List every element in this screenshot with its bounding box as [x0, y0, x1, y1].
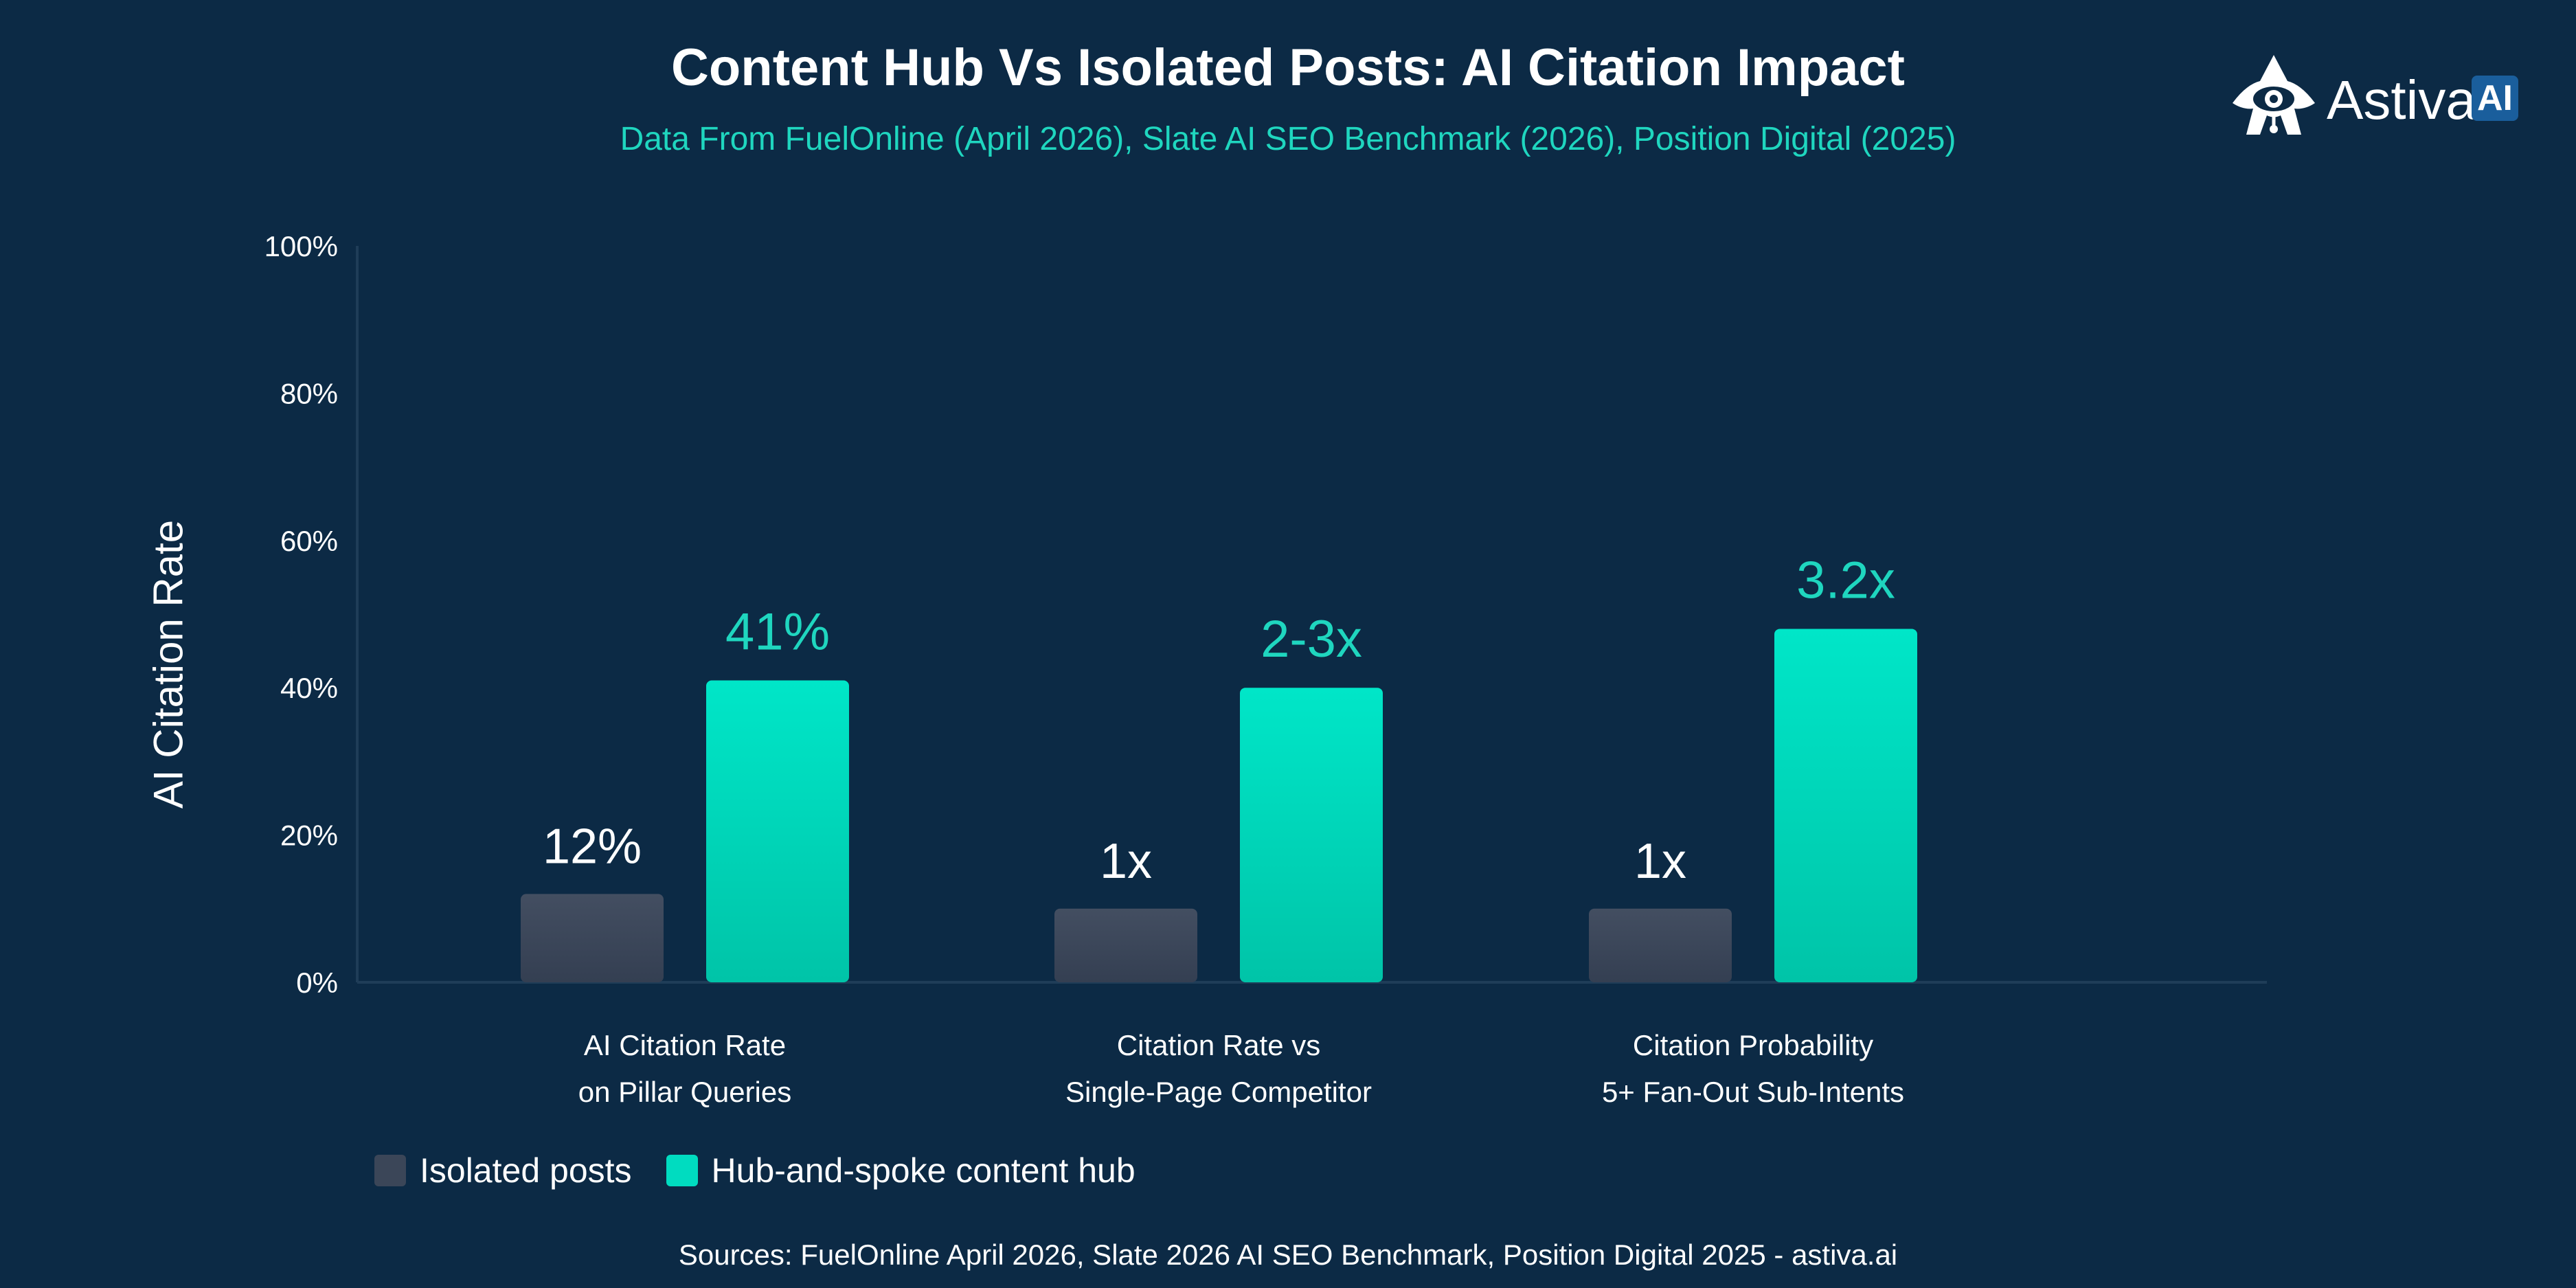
bar-isolated [1054, 908, 1197, 982]
legend-item-isolated: Isolated posts [374, 1151, 632, 1190]
x-tick-label: Citation Probability [1633, 1029, 1873, 1061]
brand-badge: AI [2472, 76, 2518, 121]
data-label: 12% [543, 819, 642, 874]
legend-item-hub: Hub-and-spoke content hub [666, 1151, 1136, 1190]
y-tick-label: 60% [280, 525, 338, 557]
data-label: 1x [1634, 834, 1686, 889]
bar-hub [706, 680, 849, 982]
legend-swatch-hub [666, 1155, 698, 1186]
brand-logo: Astiva AI [2229, 54, 2524, 139]
y-tick-label: 40% [280, 672, 338, 704]
data-label: 2-3x [1261, 610, 1362, 668]
data-label: 3.2x [1796, 551, 1895, 609]
x-tick-label: Citation Rate vs [1117, 1029, 1320, 1061]
eye-logo-icon [2233, 55, 2315, 135]
x-tick-label: AI Citation Rate [584, 1029, 786, 1061]
x-tick-label: Single-Page Competitor [1065, 1076, 1372, 1108]
bar-isolated [1589, 908, 1732, 982]
bar-hub [1774, 629, 1917, 982]
x-tick-label: 5+ Fan-Out Sub-Intents [1602, 1076, 1904, 1108]
data-label: 1x [1100, 834, 1152, 889]
sources-note: Sources: FuelOnline April 2026, Slate 20… [678, 1239, 1898, 1271]
y-tick-label: 20% [280, 820, 338, 852]
bar-isolated [521, 894, 664, 982]
data-label: 41% [725, 602, 830, 661]
x-tick-label: on Pillar Queries [578, 1076, 791, 1108]
y-tick-label: 100% [264, 230, 338, 262]
legend-swatch-isolated [374, 1155, 406, 1186]
y-tick-label: 0% [296, 967, 338, 999]
legend-label-isolated: Isolated posts [420, 1151, 632, 1190]
chart-title: Content Hub Vs Isolated Posts: AI Citati… [671, 38, 1905, 97]
legend-label-hub: Hub-and-spoke content hub [711, 1151, 1136, 1190]
bar-hub [1240, 688, 1383, 982]
brand-name: Astiva [2327, 69, 2476, 131]
chart-subtitle: Data From FuelOnline (April 2026), Slate… [620, 121, 1956, 157]
y-tick-label: 80% [280, 377, 338, 409]
legend: Isolated posts Hub-and-spoke content hub [374, 1151, 1170, 1190]
